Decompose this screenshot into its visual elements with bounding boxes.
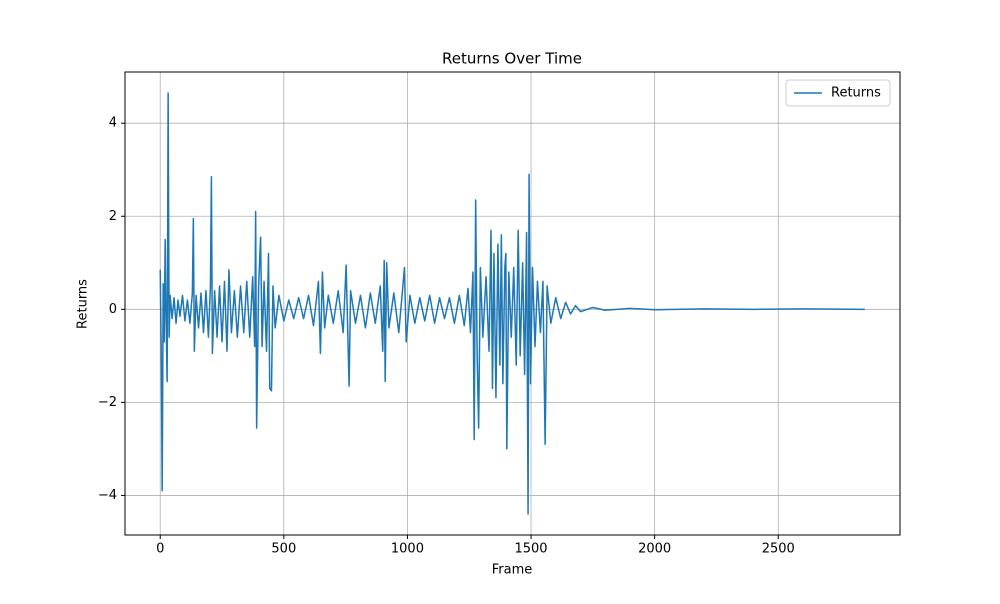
x-tick-label: 0 bbox=[156, 542, 164, 557]
x-tick-label: 1500 bbox=[514, 542, 547, 557]
legend-label: Returns bbox=[831, 86, 881, 101]
x-tick-label: 2500 bbox=[762, 542, 795, 557]
x-tick-label: 1000 bbox=[391, 542, 424, 557]
y-tick-label: −4 bbox=[98, 488, 117, 503]
y-axis-label: Returns bbox=[76, 279, 91, 329]
plot-frame bbox=[124, 71, 901, 536]
y-tick-label: 2 bbox=[109, 209, 117, 224]
data-line bbox=[159, 92, 865, 515]
y-tick-label: −2 bbox=[98, 395, 117, 410]
x-tick-label: 2000 bbox=[638, 542, 671, 557]
legend-frame bbox=[785, 79, 891, 107]
chart-title: Returns Over Time bbox=[442, 50, 582, 68]
y-tick-label: 4 bbox=[109, 116, 117, 131]
x-tick-label: 500 bbox=[271, 542, 296, 557]
x-axis-label: Frame bbox=[492, 563, 533, 578]
y-tick-label: 0 bbox=[109, 302, 117, 317]
legend: Returns bbox=[785, 79, 891, 107]
